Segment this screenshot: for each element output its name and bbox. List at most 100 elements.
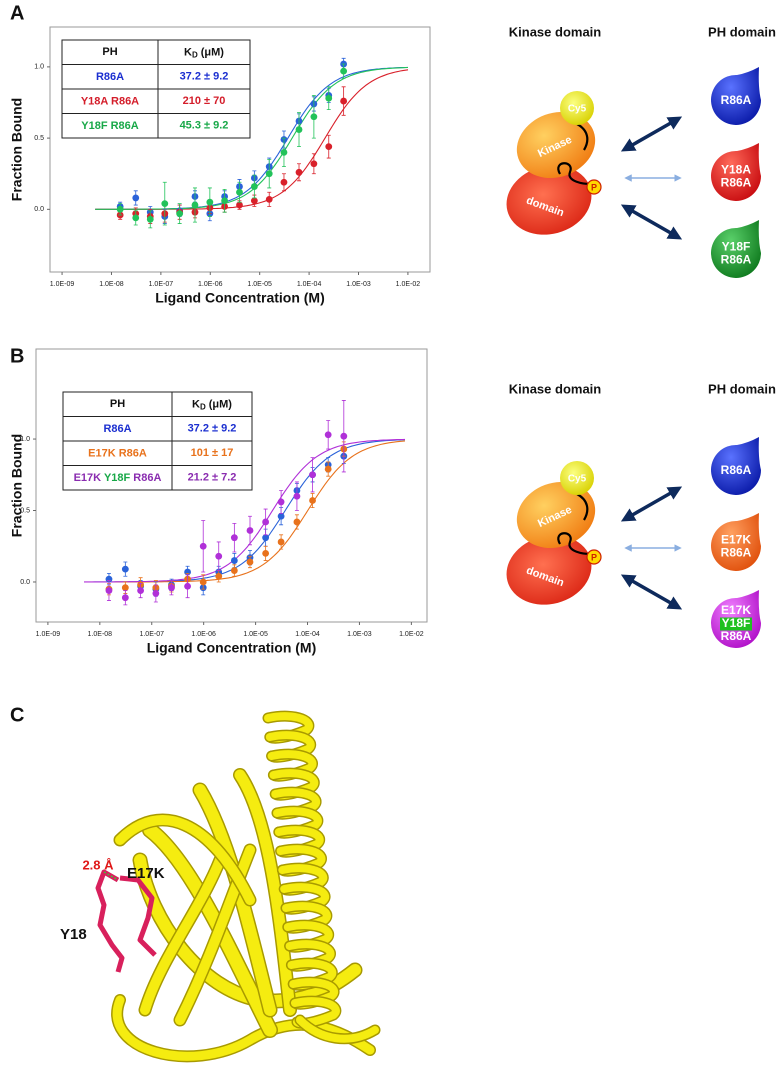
data-point	[262, 534, 270, 542]
fit-curve	[84, 438, 406, 583]
ribbon	[234, 769, 296, 1016]
y-tick-label: 1.0	[34, 64, 44, 71]
data-point	[325, 94, 333, 102]
x-tick-label: 1.0E-05	[247, 281, 272, 288]
residue-label: E17K	[127, 865, 165, 882]
data-point	[230, 567, 238, 574]
data-point	[199, 542, 207, 550]
phospho-label: P	[591, 182, 597, 192]
ribbon	[296, 1016, 379, 1043]
ph-title: PH domain	[708, 24, 776, 39]
ph-drop	[710, 67, 761, 125]
arrow	[620, 574, 683, 610]
table-name: R86A	[103, 423, 131, 435]
variant-label: Y18F	[722, 616, 751, 630]
x-tick-label: 1.0E-04	[297, 281, 322, 288]
distance-label: 2.8 Å	[82, 857, 114, 872]
data-point	[250, 197, 258, 205]
name-part: E17K	[74, 472, 104, 484]
data-point	[236, 188, 243, 196]
cy5-label: Cy5	[568, 104, 587, 115]
kd-unit: (μM)	[209, 398, 233, 410]
variant-label: R86A	[721, 546, 752, 560]
binding-diagram: Kinase domain PH domainCy5KinasedomainPR8…	[506, 381, 776, 648]
data-point	[246, 558, 254, 566]
ph-drop	[710, 143, 761, 201]
variant-label: R86A	[721, 176, 752, 190]
y-axis-title: Fraction Bound	[9, 98, 25, 201]
cy5-dye	[560, 91, 594, 125]
kd-symbol: K	[184, 46, 192, 58]
cy5-dye	[560, 461, 594, 495]
data-point	[132, 194, 140, 202]
table-kd: 101 ± 17	[191, 447, 234, 459]
data-point	[230, 557, 238, 564]
table-kd: 45.3 ± 9.2	[180, 120, 229, 132]
x-tick-label: 1.0E-05	[243, 631, 268, 638]
table-header: KD (μM)	[192, 398, 232, 411]
side-chain	[95, 869, 125, 973]
variant-label: Y18F	[722, 240, 751, 254]
variant-label: E17K	[721, 603, 751, 617]
loop	[557, 162, 591, 186]
data-point	[324, 431, 332, 439]
variant-label: R86A	[721, 93, 752, 107]
data-point	[265, 170, 273, 178]
data-point	[121, 584, 129, 592]
table-name: R86A	[96, 71, 124, 83]
phospho-label: P	[591, 552, 597, 562]
data-point	[309, 497, 316, 504]
kd-unit: (μM)	[201, 46, 225, 58]
table-header: KD (μM)	[184, 46, 224, 59]
phospho	[586, 549, 602, 565]
data-point	[146, 215, 154, 223]
table-name: Y18F R86A	[81, 120, 139, 132]
x-tick-label: 1.0E-02	[399, 631, 424, 638]
arrow	[620, 204, 683, 240]
data-point	[215, 552, 223, 560]
data-point	[325, 143, 333, 151]
data-point	[230, 534, 238, 542]
table-name: E17K Y18F R86A	[74, 472, 162, 484]
linker	[576, 123, 589, 151]
name-part: Y18F	[104, 472, 133, 484]
variant-label: R86A	[721, 253, 752, 267]
data-point	[262, 549, 270, 557]
data-point	[168, 584, 175, 592]
ribbon	[175, 845, 255, 1025]
protein-structure	[95, 710, 381, 1063]
name-part: R86A	[103, 423, 131, 435]
x-tick-label: 1.0E-08	[88, 631, 113, 638]
data-point	[280, 148, 288, 156]
data-point	[280, 178, 288, 186]
y-tick-label: 0.5	[20, 507, 30, 514]
variant-label: Y18A	[721, 163, 751, 177]
kd-symbol: K	[192, 398, 200, 410]
x-axis-title: Ligand Concentration (M)	[155, 290, 325, 306]
ribbon	[140, 855, 225, 1015]
table-name: Y18A R86A	[81, 95, 139, 107]
data-point	[250, 183, 258, 190]
residue-label: Y18	[60, 926, 87, 943]
data-point	[277, 498, 285, 506]
data-point	[340, 97, 348, 105]
data-point	[265, 195, 273, 203]
x-tick-label: 1.0E-09	[36, 631, 61, 638]
data-point	[310, 113, 318, 121]
data-point	[137, 587, 145, 594]
variant-label: R86A	[721, 629, 752, 643]
data-point	[310, 160, 318, 168]
ph-drop	[710, 513, 761, 571]
table-kd: 37.2 ± 9.2	[188, 423, 237, 435]
data-point	[221, 197, 229, 205]
data-point	[215, 572, 223, 580]
variant-label: R86A	[721, 463, 752, 477]
name-part: R86A	[133, 472, 161, 484]
panel-letter: C	[10, 704, 24, 726]
x-tick-label: 1.0E-07	[149, 281, 174, 288]
data-point	[206, 198, 214, 206]
x-tick-label: 1.0E-03	[347, 631, 372, 638]
data-point	[295, 168, 303, 176]
ribbon	[143, 823, 277, 1037]
ph-drop	[710, 220, 761, 278]
